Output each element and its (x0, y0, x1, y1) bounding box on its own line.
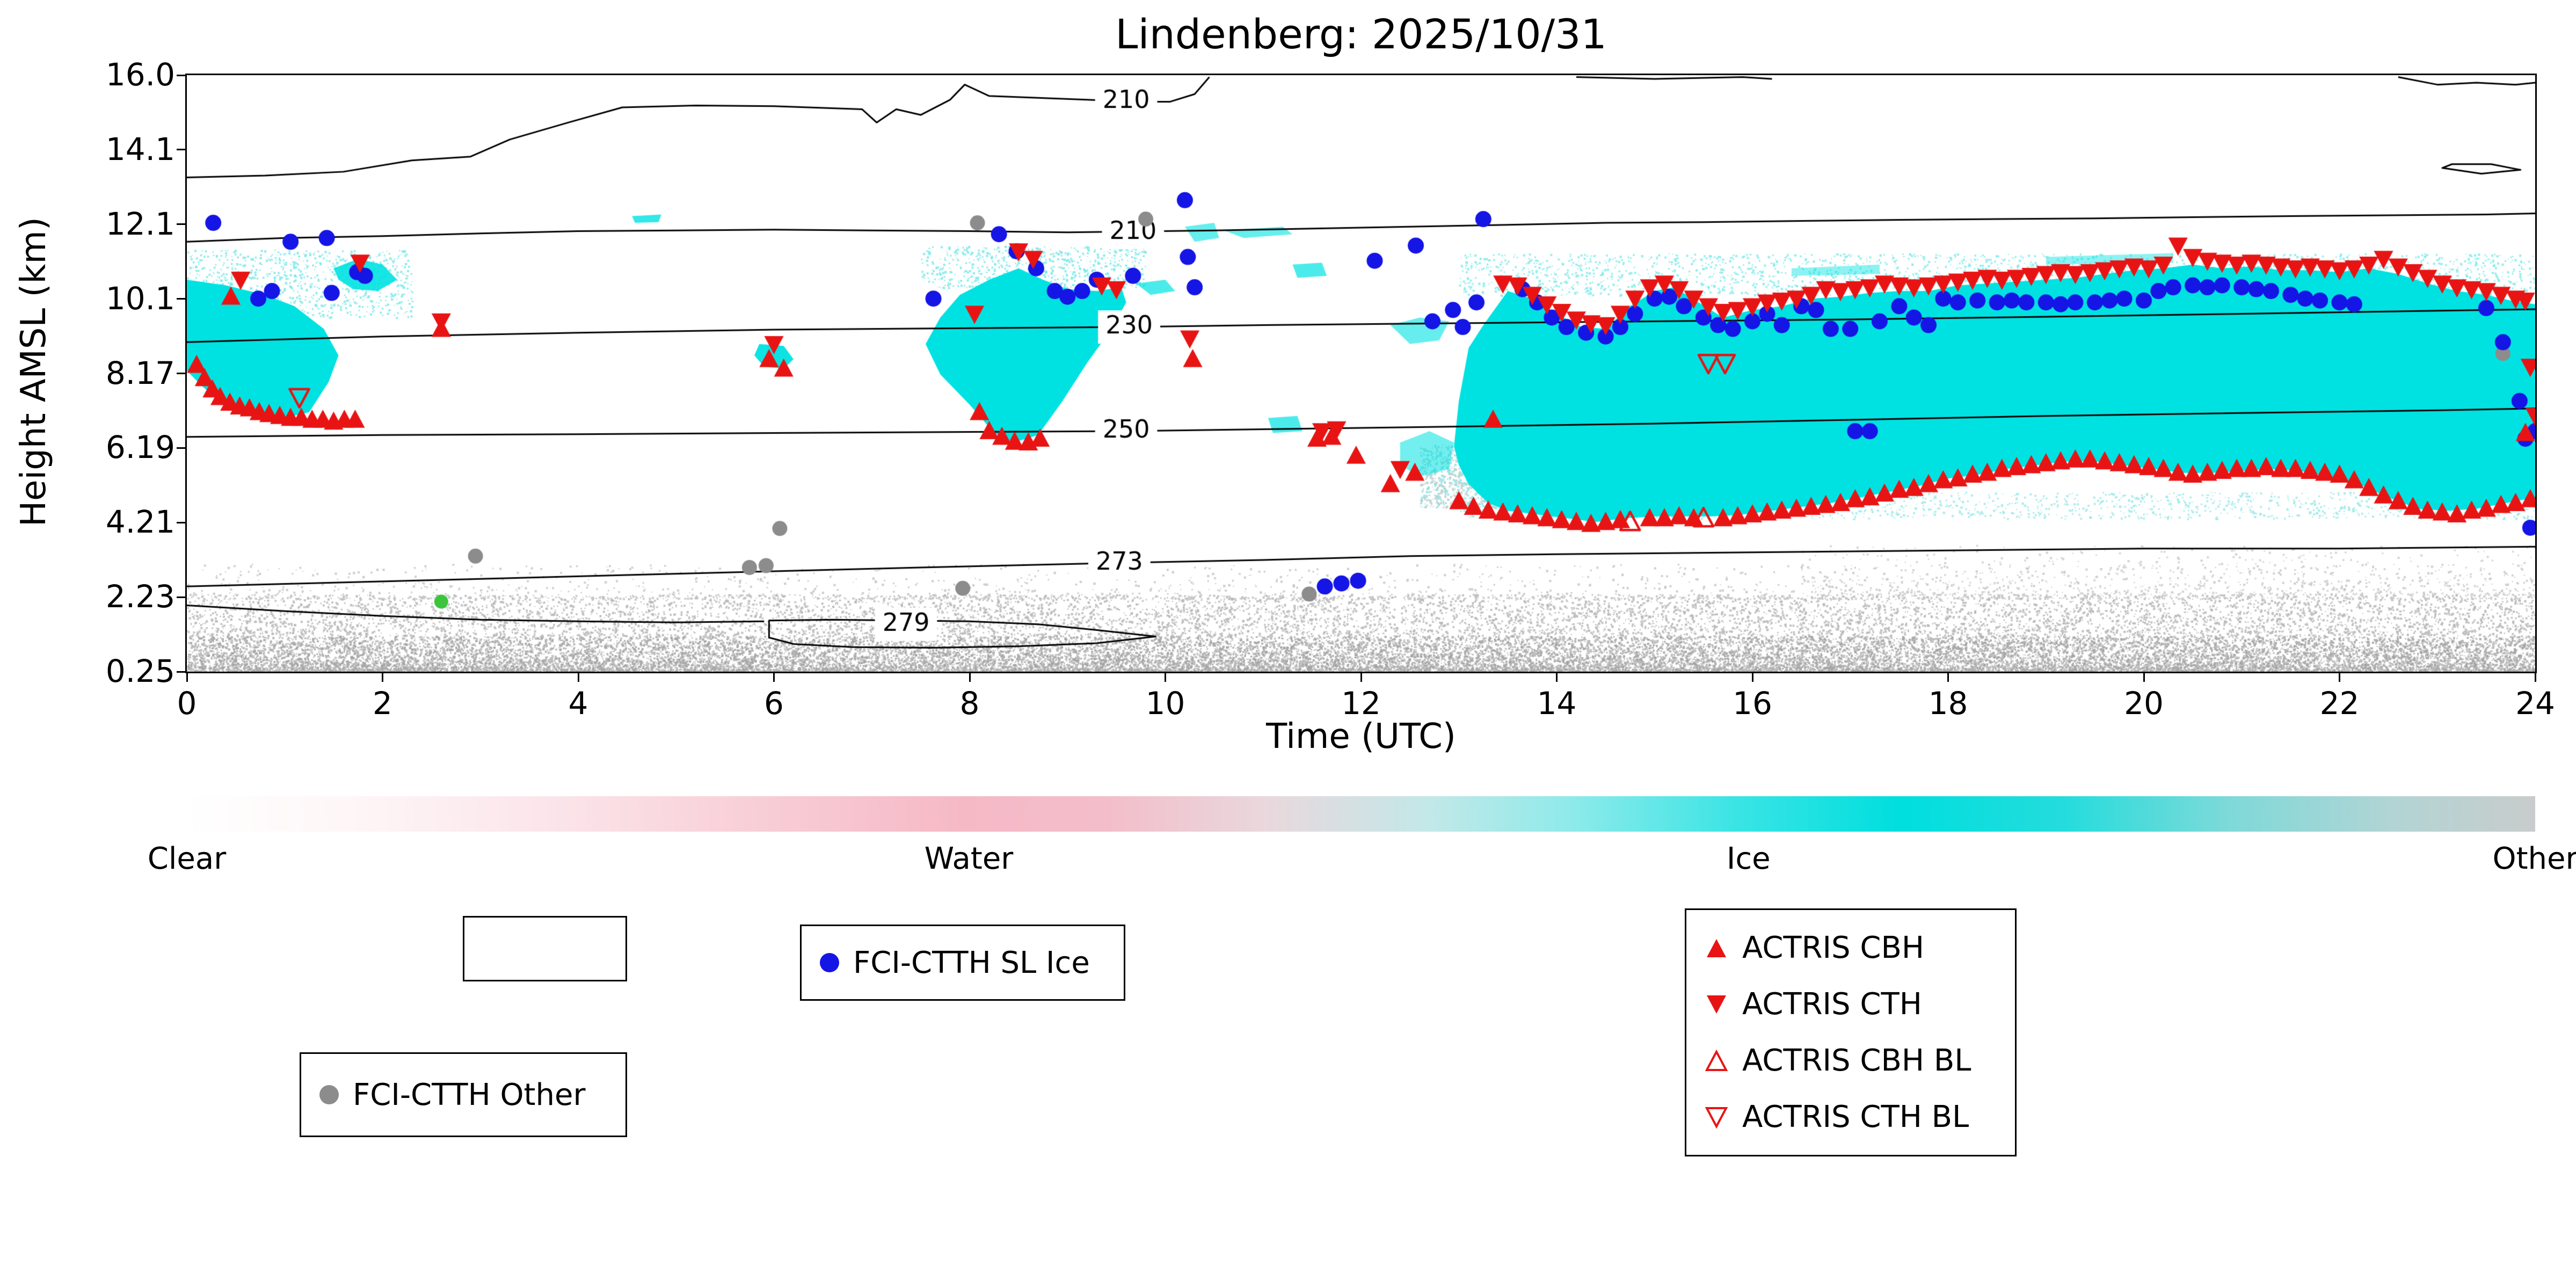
y-tick-label: 12.1 (105, 205, 175, 242)
y-tick-label: 0.25 (105, 653, 175, 689)
legend-actris: ACTRIS CBH ACTRIS CTH ACTRIS CBH BL ACTRIS … (1685, 908, 2017, 1156)
y-tick-label: 4.21 (105, 504, 175, 541)
x-tick (1751, 673, 1753, 682)
x-tick-label: 18 (1928, 685, 1968, 722)
y-tick (177, 373, 185, 374)
gray-circle-marker (319, 1085, 339, 1104)
legend-actris-label: ACTRIS CBH (1742, 930, 1925, 965)
y-tick-label: 10.1 (105, 280, 175, 317)
y-tick-label: 14.1 (105, 130, 175, 168)
x-tick (969, 673, 971, 682)
y-tick (177, 447, 185, 449)
x-tick (186, 673, 188, 682)
legend-fci-sl-ice: FCI-CTTH SL Ice (800, 925, 1125, 1001)
x-tick-label: 14 (1537, 685, 1577, 722)
legend-actris-item: ACTRIS CBH (1705, 930, 1924, 965)
legend-fci-other: FCI-CTTH Other (300, 1052, 627, 1137)
legend-fci-other-label: FCI-CTTH Other (353, 1077, 586, 1112)
x-axis-label: Time (UTC) (1266, 717, 1456, 756)
x-tick (577, 673, 579, 682)
y-tick (177, 149, 185, 151)
y-tick (177, 74, 185, 76)
legend-actris-label: ACTRIS CTH (1742, 987, 1922, 1022)
open-triangle-down-icon (1705, 1107, 1728, 1129)
y-tick (177, 671, 185, 673)
legend-actris-item: ACTRIS CTH (1705, 987, 1922, 1022)
colorbar-label-clear: Clear (147, 841, 227, 876)
x-tick-label: 0 (177, 685, 197, 722)
colorbar-gradient (187, 796, 2535, 832)
filled-triangle-down-icon (1707, 995, 1726, 1014)
y-tick-label: 2.23 (105, 578, 175, 615)
y-tick-label: 16.0 (105, 56, 175, 93)
x-tick-label: 24 (2515, 685, 2555, 722)
x-tick (2534, 673, 2536, 682)
x-tick-label: 12 (1341, 685, 1381, 722)
colorbar-label-ice: Ice (1726, 841, 1771, 876)
y-tick (177, 596, 185, 598)
x-tick-label: 4 (568, 685, 588, 722)
colorbar-label-water: Water (924, 841, 1014, 876)
y-tick (177, 521, 185, 523)
x-tick (1947, 673, 1949, 682)
legend-actris-item: ACTRIS CTH BL (1705, 1100, 1969, 1134)
x-tick (1360, 673, 1362, 682)
x-tick (382, 673, 383, 682)
x-tick-label: 22 (2319, 685, 2360, 722)
x-tick (1165, 673, 1166, 682)
legend-actris-label: ACTRIS CTH BL (1742, 1100, 1969, 1134)
blue-circle-marker (820, 953, 839, 972)
legend-actris-label: ACTRIS CBH BL (1742, 1043, 1971, 1078)
x-tick-label: 20 (2124, 685, 2164, 722)
filled-triangle-up-icon (1707, 938, 1726, 957)
chart-title: Lindenberg: 2025/10/31 (1115, 10, 1607, 58)
legend-actris-item: ACTRIS CBH BL (1705, 1043, 1971, 1078)
x-tick-label: 10 (1145, 685, 1185, 722)
legend-box-empty (463, 916, 627, 981)
y-tick (177, 223, 185, 225)
y-tick (177, 298, 185, 300)
x-tick-label: 8 (959, 685, 980, 722)
x-tick-label: 6 (764, 685, 784, 722)
x-tick-label: 2 (373, 685, 392, 722)
x-tick (2339, 673, 2340, 682)
plot-area (185, 74, 2537, 673)
open-triangle-up-icon (1705, 1049, 1728, 1071)
plot-canvas (187, 75, 2535, 672)
x-tick (1556, 673, 1558, 682)
y-tick-label: 8.17 (105, 354, 175, 391)
x-tick-label: 16 (1733, 685, 1772, 722)
colorbar-label-other: Other (2492, 841, 2576, 876)
y-tick-label: 6.19 (105, 429, 175, 466)
x-tick (2143, 673, 2145, 682)
legend-fci-sl-ice-label: FCI-CTTH SL Ice (853, 945, 1090, 980)
x-tick (773, 673, 775, 682)
